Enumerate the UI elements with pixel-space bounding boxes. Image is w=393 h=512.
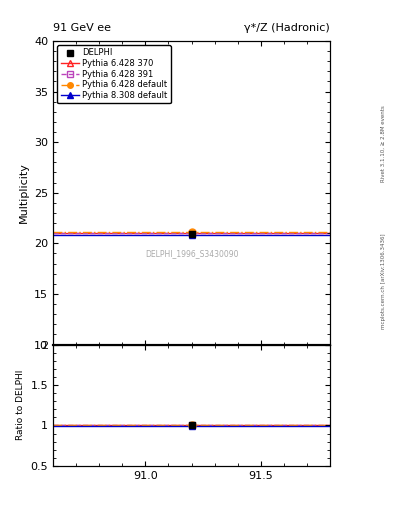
Text: 91 GeV ee: 91 GeV ee	[53, 23, 111, 33]
Y-axis label: Multiplicity: Multiplicity	[18, 162, 29, 223]
Text: Rivet 3.1.10, ≥ 2.8M events: Rivet 3.1.10, ≥ 2.8M events	[381, 105, 386, 182]
Text: DELPHI_1996_S3430090: DELPHI_1996_S3430090	[145, 249, 238, 258]
Text: mcplots.cern.ch [arXiv:1306.3436]: mcplots.cern.ch [arXiv:1306.3436]	[381, 234, 386, 329]
Text: γ*/Z (Hadronic): γ*/Z (Hadronic)	[244, 23, 330, 33]
Legend: DELPHI, Pythia 6.428 370, Pythia 6.428 391, Pythia 6.428 default, Pythia 8.308 d: DELPHI, Pythia 6.428 370, Pythia 6.428 3…	[57, 45, 171, 103]
Y-axis label: Ratio to DELPHI: Ratio to DELPHI	[16, 370, 25, 440]
